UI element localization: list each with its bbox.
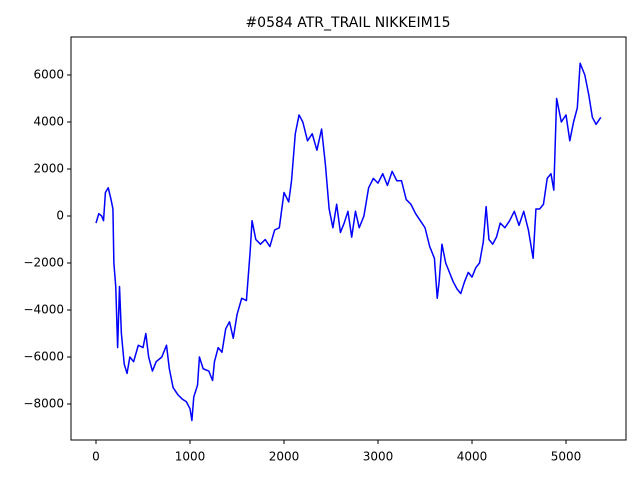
plot-frame — [70, 36, 627, 441]
y-tick-label: 0 — [56, 208, 64, 222]
y-tick-label: −2000 — [23, 255, 64, 269]
x-tick-label: 5000 — [551, 450, 582, 464]
x-tick-label: 1000 — [175, 450, 206, 464]
x-tick-label: 3000 — [363, 450, 394, 464]
y-tick-label: −6000 — [23, 349, 64, 363]
y-tick-label: 4000 — [33, 114, 64, 128]
x-tick-label: 4000 — [457, 450, 488, 464]
x-tick-label: 2000 — [269, 450, 300, 464]
y-tick-label: −8000 — [23, 396, 64, 410]
y-tick-label: 2000 — [33, 161, 64, 175]
x-tick-label: 0 — [92, 450, 100, 464]
y-tick-label: 6000 — [33, 67, 64, 81]
y-tick-label: −4000 — [23, 302, 64, 316]
chart-title: #0584 ATR_TRAIL NIKKEIM15 — [245, 15, 450, 31]
data-line — [95, 62, 602, 422]
